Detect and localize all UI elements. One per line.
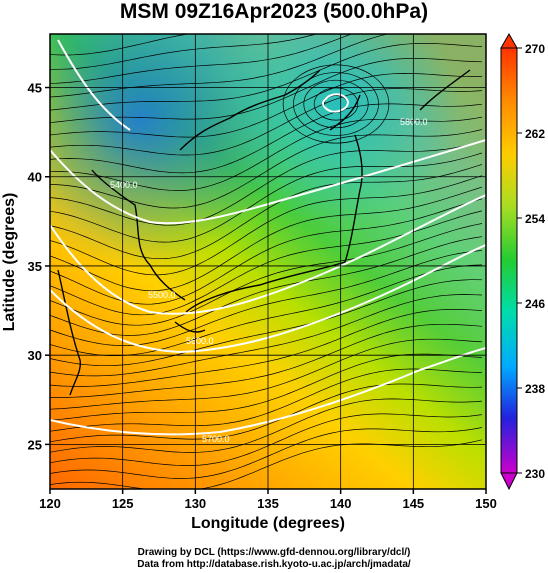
contour-label: 5600.0 xyxy=(186,336,214,346)
streamline xyxy=(50,129,483,209)
wind-streamlines xyxy=(50,34,483,489)
streamline xyxy=(50,73,483,138)
streamline xyxy=(50,250,483,346)
x-tick-label: 120 xyxy=(39,496,61,511)
contour-label: 5400.0 xyxy=(110,180,138,190)
contour-label: 5800.0 xyxy=(400,117,428,127)
streamline xyxy=(50,323,483,398)
streamline xyxy=(50,186,483,292)
streamline xyxy=(50,175,483,276)
streamline xyxy=(50,383,483,443)
streamline xyxy=(50,223,483,326)
colorbar-scale xyxy=(500,47,518,474)
streamline xyxy=(50,34,389,98)
streamline xyxy=(50,309,483,387)
height-contours xyxy=(50,39,486,436)
colorbar-min-arrow xyxy=(500,472,518,491)
streamline xyxy=(50,279,483,367)
colorbar-tick-label: 270 xyxy=(525,42,545,56)
streamline xyxy=(50,413,483,466)
x-tick-label: 150 xyxy=(475,496,497,511)
graticule xyxy=(50,34,486,489)
streamline xyxy=(50,427,483,479)
streamline xyxy=(50,88,483,156)
streamline xyxy=(50,164,483,260)
y-axis: 25 30 35 40 45 xyxy=(28,81,50,452)
streamline xyxy=(50,338,483,410)
temperature-field: 5400.0 5500.0 5600.0 5700.0 5800.0 xyxy=(50,34,486,489)
streamline xyxy=(50,294,483,377)
colorbar-max-arrow xyxy=(500,32,518,49)
y-tick-label: 25 xyxy=(28,437,42,452)
x-tick-label: 125 xyxy=(112,496,134,511)
streamline xyxy=(50,141,483,226)
contour-label: 5700.0 xyxy=(202,434,230,444)
contour-label: 5500.0 xyxy=(148,290,176,300)
x-tick-label: 145 xyxy=(402,496,424,511)
streamline xyxy=(50,116,483,191)
y-axis-label: Latitude (degrees) xyxy=(1,193,18,332)
streamline xyxy=(303,79,369,129)
streamline xyxy=(50,236,483,336)
x-axis: 120 125 130 135 140 145 150 xyxy=(39,489,497,511)
map-title: MSM 09Z16Apr2023 (500.0hPa) xyxy=(119,0,429,23)
streamline xyxy=(50,353,483,421)
x-tick-label: 135 xyxy=(257,496,279,511)
streamline xyxy=(50,152,483,243)
y-tick-label: 45 xyxy=(28,81,42,96)
colorbar-tick-label: 230 xyxy=(525,467,545,481)
colorbar-tick-label: 254 xyxy=(525,212,545,226)
streamline xyxy=(293,72,379,136)
streamline xyxy=(282,64,390,144)
colorbar: 270 262 254 246 238 230 xyxy=(500,32,545,491)
streamline xyxy=(50,368,483,432)
streamline xyxy=(50,57,483,124)
streamline xyxy=(50,43,483,111)
credit-line-data: Data from http://database.rish.kyoto-u.a… xyxy=(137,559,411,570)
streamline xyxy=(50,103,483,174)
streamline xyxy=(50,34,353,84)
colorbar-tick-label: 262 xyxy=(525,127,545,141)
y-tick-label: 35 xyxy=(28,259,42,274)
x-axis-label: Longitude (degrees) xyxy=(191,515,345,532)
x-tick-label: 140 xyxy=(330,496,352,511)
colorbar-tick-label: 238 xyxy=(525,382,545,396)
streamline xyxy=(50,34,190,56)
streamline xyxy=(50,398,483,453)
x-tick-label: 130 xyxy=(184,496,206,511)
colorbar-tick-label: 246 xyxy=(525,297,545,311)
y-tick-label: 30 xyxy=(28,348,42,363)
y-tick-label: 40 xyxy=(28,170,42,185)
streamline xyxy=(50,34,318,70)
streamline xyxy=(50,439,483,489)
credit-line-dcl: Drawing by DCL (https://www.gfd-dennou.o… xyxy=(137,547,411,558)
